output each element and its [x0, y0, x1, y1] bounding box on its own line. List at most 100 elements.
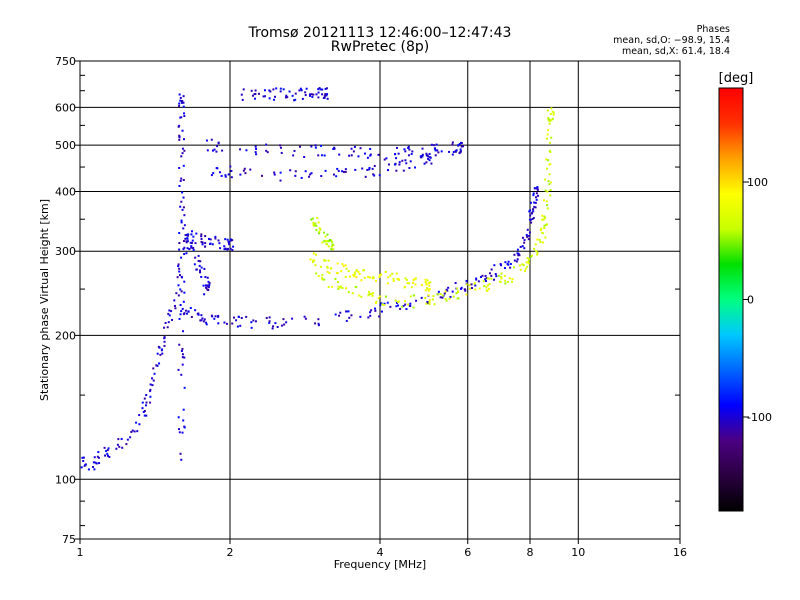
data-point [178, 166, 181, 169]
data-point [371, 167, 374, 170]
data-point [408, 166, 411, 169]
data-point [550, 181, 553, 184]
data-point [465, 279, 468, 282]
data-point [377, 297, 380, 300]
data-point [200, 237, 203, 240]
data-point [535, 198, 538, 201]
data-point [379, 304, 382, 307]
data-point [170, 318, 173, 321]
data-point [167, 321, 170, 324]
data-point [163, 340, 166, 343]
data-point [412, 294, 415, 297]
data-point [541, 241, 544, 244]
data-point [108, 455, 111, 458]
data-point [217, 239, 220, 242]
data-point [536, 251, 539, 254]
data-point [427, 288, 430, 291]
data-point [177, 263, 180, 266]
data-point [323, 231, 326, 234]
data-point [254, 145, 257, 148]
data-point [202, 320, 205, 323]
data-point [183, 386, 186, 389]
data-point [353, 273, 356, 276]
data-point [349, 275, 352, 278]
data-point [178, 267, 181, 270]
data-point [324, 235, 327, 238]
data-point [304, 170, 307, 173]
data-point [536, 186, 539, 189]
data-point [320, 144, 323, 147]
data-point [547, 129, 550, 132]
data-point [464, 289, 467, 292]
data-point [180, 177, 183, 180]
data-point [212, 172, 215, 175]
data-point [182, 300, 185, 303]
phases-stats-title: Phases [696, 24, 730, 35]
data-point [268, 97, 271, 100]
data-point [245, 315, 248, 318]
data-point [291, 94, 294, 97]
data-point [428, 299, 431, 302]
data-point [106, 454, 109, 457]
data-point [543, 199, 546, 202]
data-point [181, 129, 184, 132]
data-point [397, 300, 400, 303]
data-point [305, 87, 308, 90]
data-point [354, 168, 357, 171]
data-point [330, 245, 333, 248]
data-point [371, 292, 374, 295]
data-point [389, 274, 392, 277]
data-point [452, 295, 455, 298]
data-point [187, 233, 190, 236]
data-point [523, 247, 526, 250]
data-point [121, 446, 124, 449]
data-point [412, 279, 415, 282]
data-point [219, 247, 222, 250]
data-point [197, 313, 200, 316]
data-point [334, 277, 337, 280]
data-point [152, 367, 155, 370]
data-point [321, 276, 324, 279]
data-point [317, 154, 320, 157]
data-point [396, 278, 399, 281]
data-point [339, 311, 342, 314]
x-axis-ticks: 1 2 4 6 8 10 16 [77, 539, 687, 559]
data-point [226, 238, 229, 241]
data-point [387, 169, 390, 172]
data-point [289, 169, 292, 172]
data-point [195, 232, 198, 235]
data-point [331, 241, 334, 244]
data-point [443, 292, 446, 295]
data-point [525, 233, 528, 236]
data-point [298, 89, 301, 92]
data-point [468, 284, 471, 287]
data-point [541, 218, 544, 221]
data-point [279, 179, 282, 182]
data-point [293, 99, 296, 102]
data-point [336, 167, 339, 170]
data-point [541, 214, 544, 217]
data-point [184, 309, 187, 312]
data-point [407, 282, 410, 285]
data-point [374, 307, 377, 310]
data-point [523, 239, 526, 242]
data-point [344, 168, 347, 171]
data-point [534, 187, 537, 190]
data-point [149, 401, 152, 404]
data-point [313, 224, 316, 227]
data-point [335, 175, 338, 178]
data-point [503, 274, 506, 277]
data-point [534, 201, 537, 204]
data-point [366, 156, 369, 159]
data-point [314, 253, 317, 256]
data-point [408, 304, 411, 307]
data-point [227, 173, 230, 176]
data-point [535, 249, 538, 252]
data-point [345, 267, 348, 270]
data-point [500, 276, 503, 279]
data-point [551, 117, 554, 120]
data-point [294, 92, 297, 95]
data-point [178, 232, 181, 235]
data-point [527, 238, 530, 241]
data-point [533, 205, 536, 208]
